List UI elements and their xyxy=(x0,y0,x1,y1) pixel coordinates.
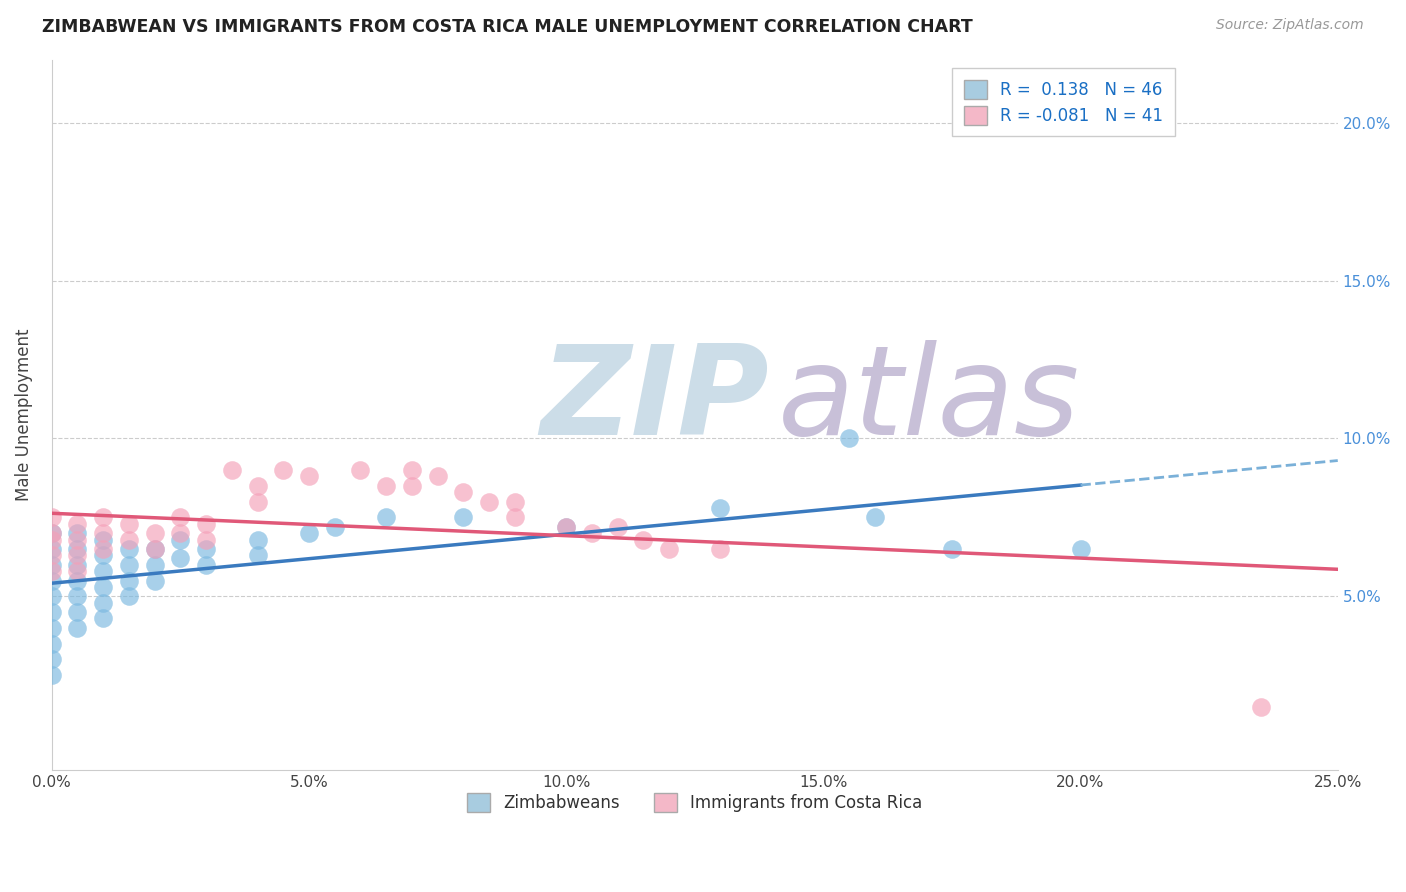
Point xyxy=(375,479,398,493)
Point xyxy=(66,574,89,588)
Point xyxy=(91,580,114,594)
Point xyxy=(41,564,63,578)
Point xyxy=(66,621,89,635)
Text: atlas: atlas xyxy=(779,340,1080,461)
Point xyxy=(41,541,63,556)
Point xyxy=(1070,541,1092,556)
Point xyxy=(451,485,474,500)
Point xyxy=(41,605,63,619)
Text: ZIP: ZIP xyxy=(540,340,769,461)
Point xyxy=(118,533,141,547)
Point xyxy=(66,516,89,531)
Point xyxy=(91,526,114,541)
Point xyxy=(169,533,191,547)
Point xyxy=(169,526,191,541)
Point xyxy=(91,611,114,625)
Point xyxy=(41,533,63,547)
Text: ZIMBABWEAN VS IMMIGRANTS FROM COSTA RICA MALE UNEMPLOYMENT CORRELATION CHART: ZIMBABWEAN VS IMMIGRANTS FROM COSTA RICA… xyxy=(42,18,973,36)
Point xyxy=(555,520,578,534)
Point xyxy=(143,541,166,556)
Point xyxy=(41,549,63,563)
Point xyxy=(66,541,89,556)
Point xyxy=(41,668,63,682)
Point xyxy=(246,533,269,547)
Point xyxy=(478,494,501,508)
Point xyxy=(41,637,63,651)
Point xyxy=(323,520,346,534)
Point xyxy=(41,526,63,541)
Point xyxy=(863,510,886,524)
Point xyxy=(246,494,269,508)
Point xyxy=(271,463,294,477)
Point xyxy=(91,564,114,578)
Point xyxy=(246,549,269,563)
Point xyxy=(41,621,63,635)
Point xyxy=(66,549,89,563)
Point xyxy=(66,605,89,619)
Point xyxy=(633,533,655,547)
Point xyxy=(169,551,191,566)
Point xyxy=(709,541,731,556)
Point xyxy=(349,463,371,477)
Point xyxy=(581,526,603,541)
Point xyxy=(143,541,166,556)
Point xyxy=(941,541,963,556)
Point xyxy=(66,533,89,547)
Point xyxy=(41,652,63,666)
Point xyxy=(66,564,89,578)
Point xyxy=(41,590,63,604)
Point xyxy=(143,558,166,572)
Point xyxy=(91,549,114,563)
Point xyxy=(195,516,218,531)
Point xyxy=(375,510,398,524)
Point xyxy=(298,526,321,541)
Point xyxy=(91,541,114,556)
Point xyxy=(426,469,449,483)
Point xyxy=(195,558,218,572)
Point xyxy=(221,463,243,477)
Point xyxy=(195,533,218,547)
Point xyxy=(143,574,166,588)
Point xyxy=(41,574,63,588)
Point xyxy=(41,510,63,524)
Point xyxy=(118,558,141,572)
Point xyxy=(91,596,114,610)
Point xyxy=(401,479,423,493)
Point xyxy=(246,479,269,493)
Point xyxy=(66,558,89,572)
Point xyxy=(298,469,321,483)
Y-axis label: Male Unemployment: Male Unemployment xyxy=(15,328,32,501)
Point xyxy=(555,520,578,534)
Point xyxy=(606,520,628,534)
Point xyxy=(41,558,63,572)
Point xyxy=(118,590,141,604)
Point xyxy=(143,526,166,541)
Text: Source: ZipAtlas.com: Source: ZipAtlas.com xyxy=(1216,18,1364,32)
Point xyxy=(91,510,114,524)
Point xyxy=(503,494,526,508)
Point xyxy=(195,541,218,556)
Point xyxy=(66,526,89,541)
Point xyxy=(118,516,141,531)
Point xyxy=(1250,699,1272,714)
Point xyxy=(66,590,89,604)
Point xyxy=(451,510,474,524)
Point xyxy=(658,541,681,556)
Point xyxy=(838,432,860,446)
Point xyxy=(401,463,423,477)
Point xyxy=(503,510,526,524)
Point xyxy=(118,541,141,556)
Point xyxy=(41,526,63,541)
Point xyxy=(91,533,114,547)
Point xyxy=(118,574,141,588)
Legend: Zimbabweans, Immigrants from Costa Rica: Zimbabweans, Immigrants from Costa Rica xyxy=(454,780,936,826)
Point xyxy=(709,500,731,515)
Point xyxy=(169,510,191,524)
